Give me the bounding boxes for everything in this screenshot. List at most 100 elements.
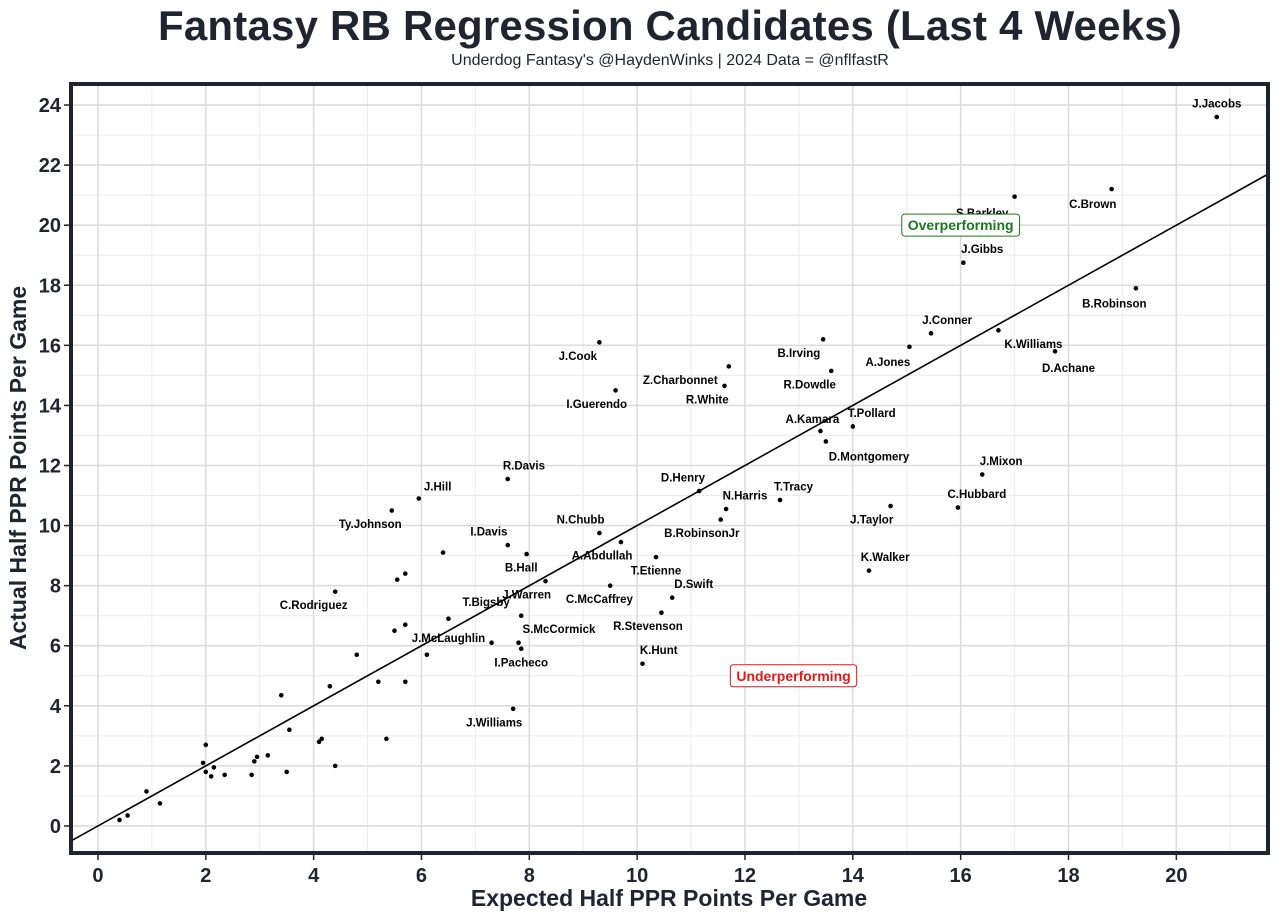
data-point	[996, 328, 1001, 333]
data-point	[424, 652, 430, 658]
data-point	[1012, 194, 1017, 199]
data-point	[518, 613, 524, 618]
point-label: J.Conner	[922, 315, 972, 327]
reference-line	[70, 173, 1269, 842]
point-label: J.McLaughlin	[412, 633, 485, 645]
data-point	[249, 772, 254, 778]
point-label: C.Rodriguez	[280, 600, 348, 612]
annotation-frame	[729, 664, 858, 688]
point-label: Ty.Johnson	[339, 519, 402, 531]
data-point	[613, 388, 618, 393]
data-point	[850, 424, 856, 429]
chart-subtitle: Underdog Fantasy's @HaydenWinks | 2024 D…	[451, 52, 889, 69]
data-point	[278, 692, 284, 698]
point-label: K.Walker	[861, 552, 910, 564]
point-label: C.Brown	[1069, 199, 1116, 211]
point-label: J.Warren	[502, 590, 551, 602]
data-point	[653, 554, 659, 560]
data-point	[1214, 114, 1220, 120]
annotation-frame	[901, 213, 1021, 237]
data-point	[157, 801, 163, 806]
data-point	[726, 364, 732, 369]
point-label: N.Harris	[723, 491, 768, 503]
data-point	[211, 765, 217, 770]
annotation-label: Underperforming	[736, 668, 850, 684]
point-label: R.Davis	[503, 460, 545, 472]
data-point	[1133, 285, 1139, 291]
annotations: Overperforming Underperforming	[729, 213, 1021, 688]
y-tick-label: 2	[50, 756, 61, 778]
x-axis-ticks: 0 2 4 6 8 10 12 14 16 18 20	[92, 855, 1187, 887]
data-point	[955, 505, 961, 510]
data-point	[327, 683, 333, 689]
point-label: C.Hubbard	[947, 489, 1006, 501]
data-point	[384, 736, 389, 742]
data-point	[402, 679, 408, 685]
data-point	[416, 496, 422, 501]
y-tick-label: 18	[39, 275, 61, 297]
point-label: T.Etienne	[631, 566, 681, 578]
point-label: B.Irving	[777, 348, 820, 360]
data-point	[516, 640, 521, 646]
y-tick-label: 8	[50, 576, 61, 598]
point-label: B.RobinsonJr	[664, 528, 740, 540]
panel-border	[69, 82, 1270, 855]
point-label: K.Williams	[1004, 339, 1062, 351]
point-label: C.McCaffrey	[566, 594, 634, 606]
point-label: K.Hunt	[640, 645, 678, 657]
data-point	[505, 476, 511, 482]
data-point	[208, 774, 214, 779]
y-tick-label: 10	[39, 516, 61, 538]
data-point	[489, 640, 494, 646]
data-point	[961, 260, 966, 266]
x-tick-label: 12	[734, 865, 756, 887]
data-point	[640, 661, 645, 667]
data-point	[389, 508, 395, 513]
data-point	[287, 727, 292, 733]
point-label: B.Robinson	[1082, 298, 1147, 310]
data-point	[524, 551, 529, 557]
data-point	[392, 628, 397, 634]
data-point	[823, 439, 829, 444]
x-tick-label: 10	[626, 865, 648, 887]
point-label: J.Taylor	[850, 515, 894, 527]
data-point	[543, 578, 548, 584]
point-label: Z.Charbonnet	[643, 375, 718, 387]
data-point	[818, 428, 823, 434]
data-point	[446, 616, 451, 621]
x-tick-label: 6	[416, 865, 427, 887]
data-point	[505, 542, 511, 548]
data-point	[265, 753, 271, 758]
point-label: I.Guerendo	[566, 399, 627, 411]
data-point	[332, 589, 338, 594]
data-point	[718, 517, 724, 522]
data-point	[354, 652, 360, 658]
data-point	[402, 622, 408, 628]
data-point	[440, 550, 446, 555]
data-point	[607, 583, 613, 588]
y-tick-label: 4	[50, 696, 62, 718]
x-tick-label: 4	[308, 865, 320, 887]
point-label: I.Pacheco	[494, 657, 548, 669]
data-point	[117, 817, 122, 823]
data-point	[254, 754, 260, 760]
data-point	[402, 571, 408, 576]
reference-line-group	[70, 173, 1269, 842]
data-point	[888, 503, 893, 509]
data-point	[659, 610, 664, 615]
y-axis-title: Actual Half PPR Points Per Game	[5, 286, 31, 650]
point-label: T.Pollard	[848, 408, 896, 420]
data-point	[820, 337, 826, 342]
point-label: J.Cook	[559, 351, 598, 363]
point-label: J.Jacobs	[1192, 99, 1241, 111]
data-points	[117, 114, 1220, 823]
x-tick-label: 8	[524, 865, 535, 887]
data-point	[777, 497, 783, 503]
data-point	[669, 595, 675, 600]
major-gridlines	[71, 84, 1268, 853]
data-point	[203, 742, 209, 748]
data-point	[518, 646, 524, 652]
point-label: A.Kamara	[786, 414, 840, 426]
point-label: D.Swift	[674, 579, 713, 591]
